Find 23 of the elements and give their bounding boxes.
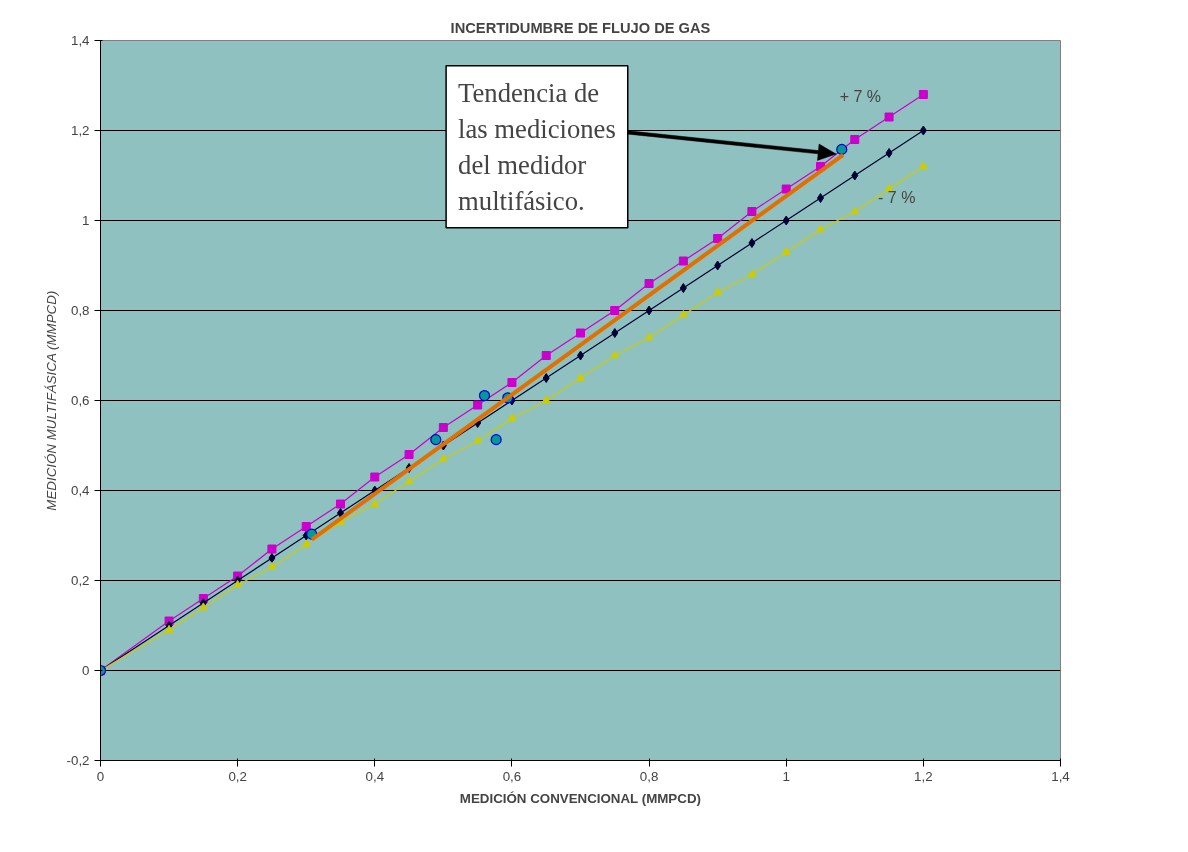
y-tick-label: 0 [82, 663, 90, 678]
x-tick-label: 1 [782, 768, 790, 784]
y-tick-label: 0,8 [70, 303, 90, 318]
annotation: Tendencia de las mediciones del medidor multifásico. [458, 77, 616, 216]
y-tick-label: 0,6 [70, 393, 90, 408]
chart-title: INCERTIDUMBRE DE FLUJO DE GAS [450, 19, 711, 36]
x-tick-label: 0,8 [639, 768, 659, 784]
annotation: + 7 % [839, 88, 882, 106]
x-tick-label: 1,2 [914, 768, 933, 784]
y-tick-label: -0,2 [66, 753, 90, 768]
x-tick-label: 0 [96, 768, 105, 784]
y-tick-label: 1 [82, 213, 90, 228]
y-tick-label: 0,4 [70, 483, 91, 498]
x-tick-label: 1,4 [1051, 768, 1071, 784]
y-tick-label: 0,2 [70, 573, 90, 588]
y-tick-label: 1,4 [70, 33, 91, 48]
x-tick-label: 0,4 [365, 768, 385, 784]
x-tick-label: 0,2 [228, 768, 247, 784]
y-tick-label: 1,2 [70, 123, 90, 138]
annotation: - 7 % [878, 189, 916, 207]
x-tick-label: 0,6 [502, 768, 522, 784]
y-axis-title: MEDICIÓN MULTIFÁSICA (MMPCD) [43, 290, 59, 511]
x-axis-title: MEDICIÓN CONVENCIONAL (MMPCD) [459, 790, 701, 806]
